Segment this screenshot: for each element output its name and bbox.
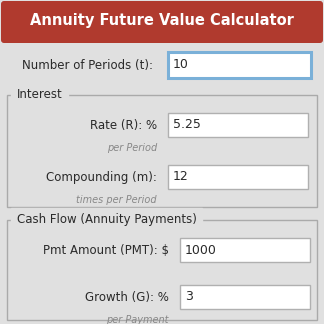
FancyBboxPatch shape (180, 285, 310, 309)
Text: 12: 12 (173, 170, 189, 183)
Text: Rate (R): %: Rate (R): % (90, 119, 157, 132)
Text: Interest: Interest (17, 88, 63, 101)
FancyBboxPatch shape (168, 113, 308, 137)
Text: 3: 3 (185, 291, 193, 304)
FancyBboxPatch shape (1, 1, 323, 43)
Text: Compounding (m):: Compounding (m): (46, 170, 157, 183)
Text: times per Period: times per Period (76, 195, 157, 205)
FancyBboxPatch shape (180, 238, 310, 262)
Text: 1000: 1000 (185, 244, 217, 257)
FancyBboxPatch shape (7, 220, 317, 320)
Text: Cash Flow (Annuity Payments): Cash Flow (Annuity Payments) (17, 214, 197, 226)
Text: 10: 10 (173, 59, 189, 72)
Text: Pmt Amount (PMT): $: Pmt Amount (PMT): $ (43, 244, 169, 257)
FancyBboxPatch shape (168, 165, 308, 189)
Text: per Period: per Period (107, 143, 157, 153)
Text: per Payment: per Payment (107, 315, 169, 324)
Text: 5.25: 5.25 (173, 119, 201, 132)
Text: Annuity Future Value Calculator: Annuity Future Value Calculator (30, 14, 294, 29)
Text: Number of Periods (t):: Number of Periods (t): (22, 59, 153, 72)
FancyBboxPatch shape (7, 95, 317, 207)
Text: Growth (G): %: Growth (G): % (85, 291, 169, 304)
FancyBboxPatch shape (168, 52, 311, 78)
